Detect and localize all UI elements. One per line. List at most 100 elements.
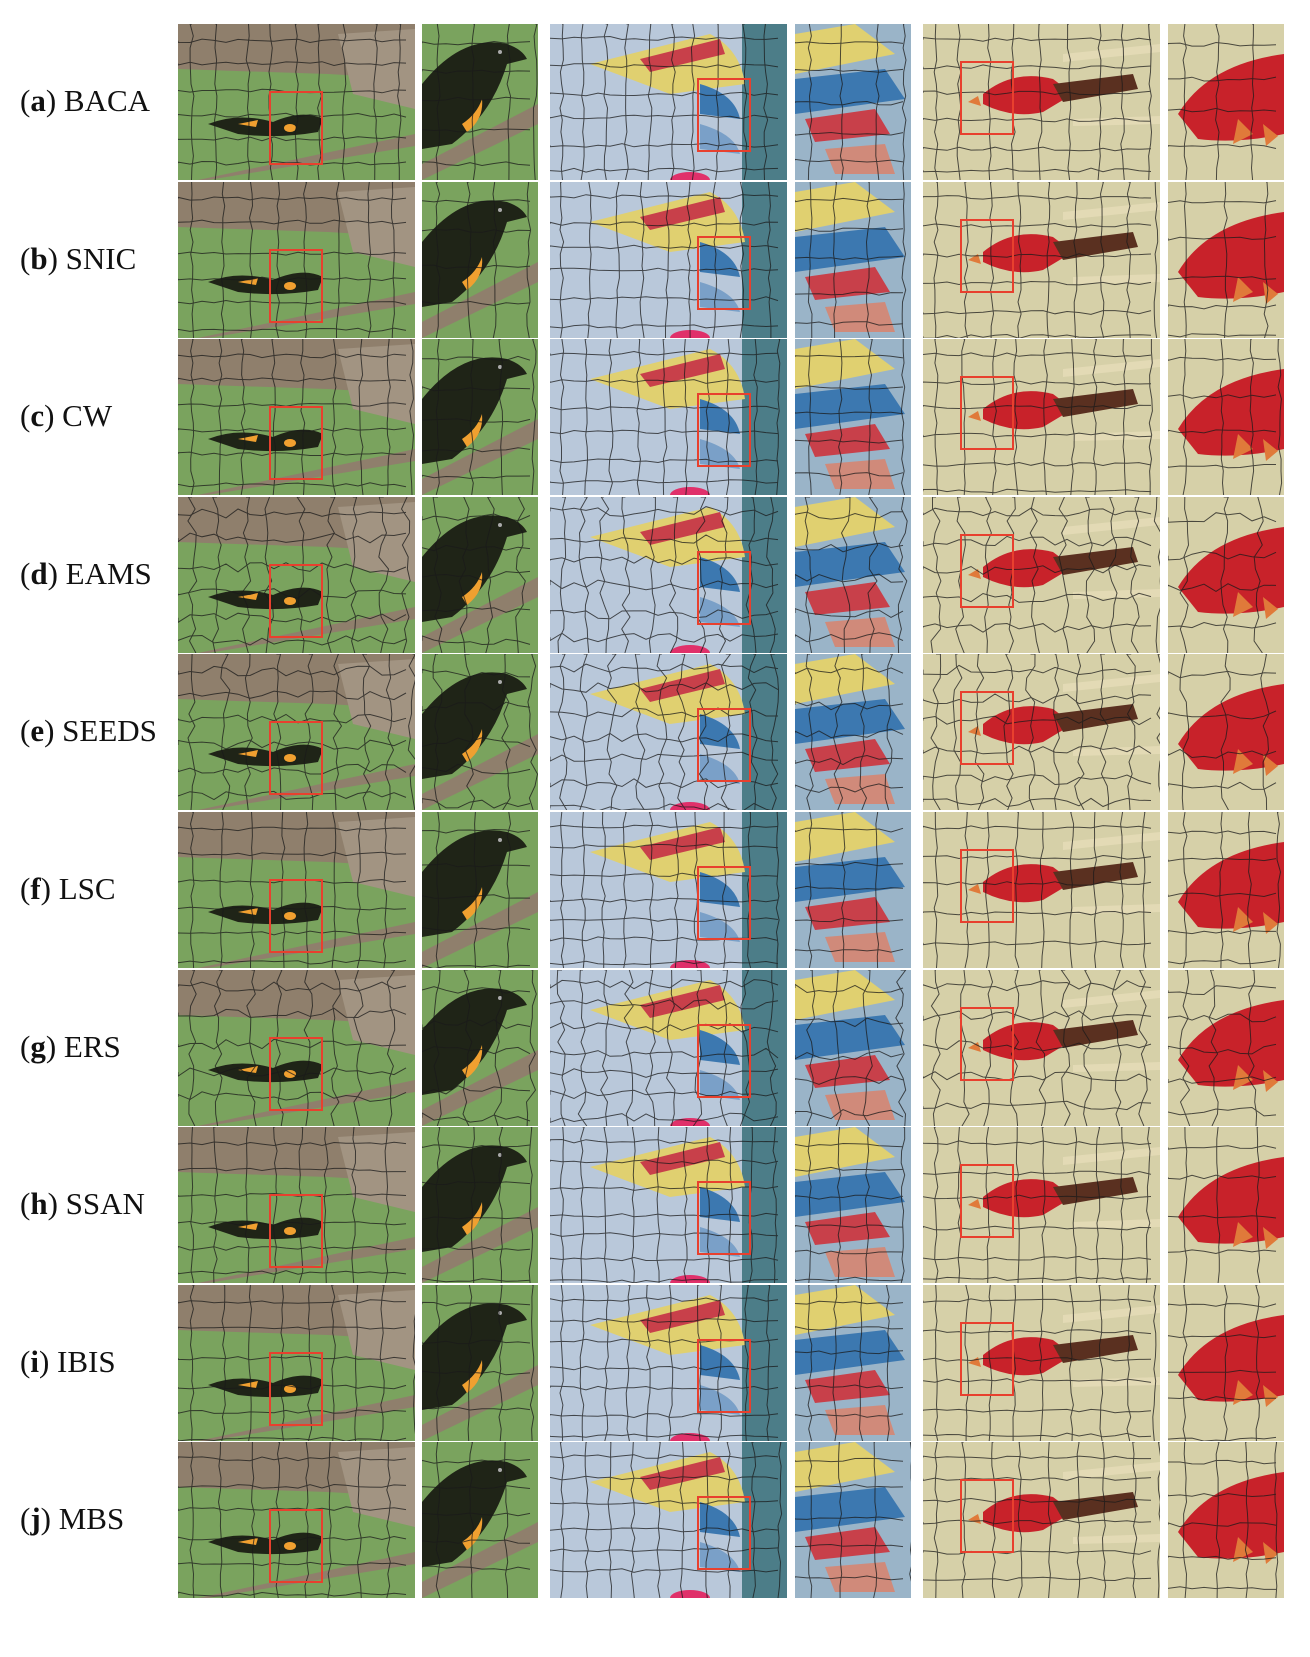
bird-image (178, 1127, 415, 1284)
superpixel-boundaries (178, 496, 411, 653)
zoom-box (697, 1023, 751, 1098)
superpixel-boundaries (178, 24, 407, 180)
superpixel-boundaries (422, 1442, 531, 1599)
superpixel-boundaries (923, 969, 1152, 1126)
superpixel-boundaries (795, 496, 908, 653)
zoom-box (960, 533, 1014, 608)
cardinal-image (923, 181, 1160, 338)
bird-image (178, 1442, 415, 1599)
superpixel-boundaries (795, 339, 906, 496)
row-letter: f (30, 871, 41, 906)
row-letter: g (30, 1028, 46, 1064)
superpixel-boundaries (178, 654, 415, 811)
cardinal-zoom (1168, 181, 1284, 338)
row-letter: a (30, 83, 46, 118)
sailboat-image (550, 24, 787, 180)
method-name: ERS (63, 1028, 121, 1064)
sailboat-zoom (795, 812, 911, 968)
method-name: EAMS (65, 555, 152, 591)
superpixel-boundaries (923, 1127, 1152, 1284)
superpixel-boundaries (923, 181, 1159, 338)
superpixel-boundaries (550, 1284, 779, 1441)
sailboat-image (550, 1442, 787, 1599)
zoom-box (697, 866, 751, 940)
superpixel-boundaries (1168, 181, 1277, 338)
cardinal-zoom (1168, 24, 1284, 180)
bird-image (178, 654, 415, 811)
superpixel-boundaries (550, 496, 779, 653)
cardinal-image (923, 1284, 1160, 1441)
zoom-box (269, 1351, 323, 1426)
superpixel-boundaries (1168, 654, 1277, 811)
zoom-box (960, 691, 1014, 766)
row-label: (g) ERS (20, 1028, 121, 1064)
zoom-box (269, 563, 323, 638)
zoom-box (269, 406, 323, 481)
figure-row-snic: (b) SNIC (0, 180, 1310, 338)
superpixel-boundaries (795, 812, 904, 968)
superpixel-boundaries (178, 1442, 407, 1599)
zoom-box (269, 1194, 323, 1269)
figure-row-mbs: (j) MBS (0, 1440, 1310, 1599)
figure-row-ibis: (i) IBIS (0, 1283, 1310, 1441)
cardinal-zoom (1168, 1442, 1284, 1599)
figure-row-eams: (d) EAMS (0, 495, 1310, 653)
superpixel-boundaries (178, 812, 407, 968)
cardinal-zoom (1168, 654, 1284, 811)
bird-zoom (422, 969, 538, 1126)
zoom-box (960, 849, 1014, 923)
superpixel-boundaries (422, 1284, 535, 1441)
bird-image (178, 1284, 415, 1441)
sailboat-zoom (795, 1127, 911, 1284)
figure-row-baca: (a) BACA (0, 22, 1310, 180)
superpixel-boundaries (795, 1284, 904, 1441)
bird-zoom (422, 1284, 538, 1441)
row-label: (d) EAMS (20, 555, 152, 591)
cardinal-image (923, 496, 1160, 653)
cardinal-image (923, 654, 1160, 811)
bird-zoom (422, 181, 538, 338)
method-name: IBIS (57, 1343, 116, 1379)
cardinal-zoom (1168, 1284, 1284, 1441)
superpixel-boundaries (1168, 496, 1277, 653)
superpixel-boundaries (923, 24, 1153, 180)
row-label: (c) CW (20, 398, 113, 434)
sailboat-zoom (795, 24, 911, 180)
row-letter: h (30, 1186, 48, 1222)
superpixel-boundaries (1168, 1442, 1279, 1599)
sailboat-image (550, 1127, 787, 1284)
row-letter: j (30, 1501, 41, 1537)
sailboat-image (550, 339, 787, 496)
bird-image (178, 339, 415, 496)
superpixel-boundaries (422, 654, 538, 811)
method-name: SSAN (65, 1186, 145, 1222)
superpixel-boundaries (422, 496, 531, 653)
superpixel-boundaries (923, 812, 1152, 968)
figure-row-seeds: (e) SEEDS (0, 652, 1310, 811)
bird-zoom (422, 339, 538, 496)
method-name: SEEDS (62, 713, 157, 749)
sailboat-zoom (795, 1284, 911, 1441)
bird-image (178, 181, 415, 338)
sailboat-image (550, 1284, 787, 1441)
cardinal-image (923, 1127, 1160, 1284)
zoom-box (269, 248, 323, 323)
superpixel-boundaries (1168, 812, 1282, 968)
superpixel-boundaries (1168, 24, 1277, 180)
zoom-box (697, 708, 751, 783)
bird-image (178, 24, 415, 180)
method-name: CW (62, 398, 113, 434)
zoom-box (697, 235, 751, 310)
cardinal-image (923, 969, 1160, 1126)
row-label: (j) MBS (20, 1501, 125, 1537)
sailboat-zoom (795, 1442, 911, 1599)
sailboat-image (550, 181, 787, 338)
bird-zoom (422, 1442, 538, 1599)
row-letter: b (30, 240, 48, 276)
figure-row-cw: (c) CW (0, 337, 1310, 496)
bird-zoom (422, 496, 538, 653)
zoom-box (960, 1321, 1014, 1396)
figure-row-ers: (g) ERS (0, 968, 1310, 1126)
sailboat-image (550, 812, 787, 968)
sailboat-zoom (795, 969, 911, 1126)
